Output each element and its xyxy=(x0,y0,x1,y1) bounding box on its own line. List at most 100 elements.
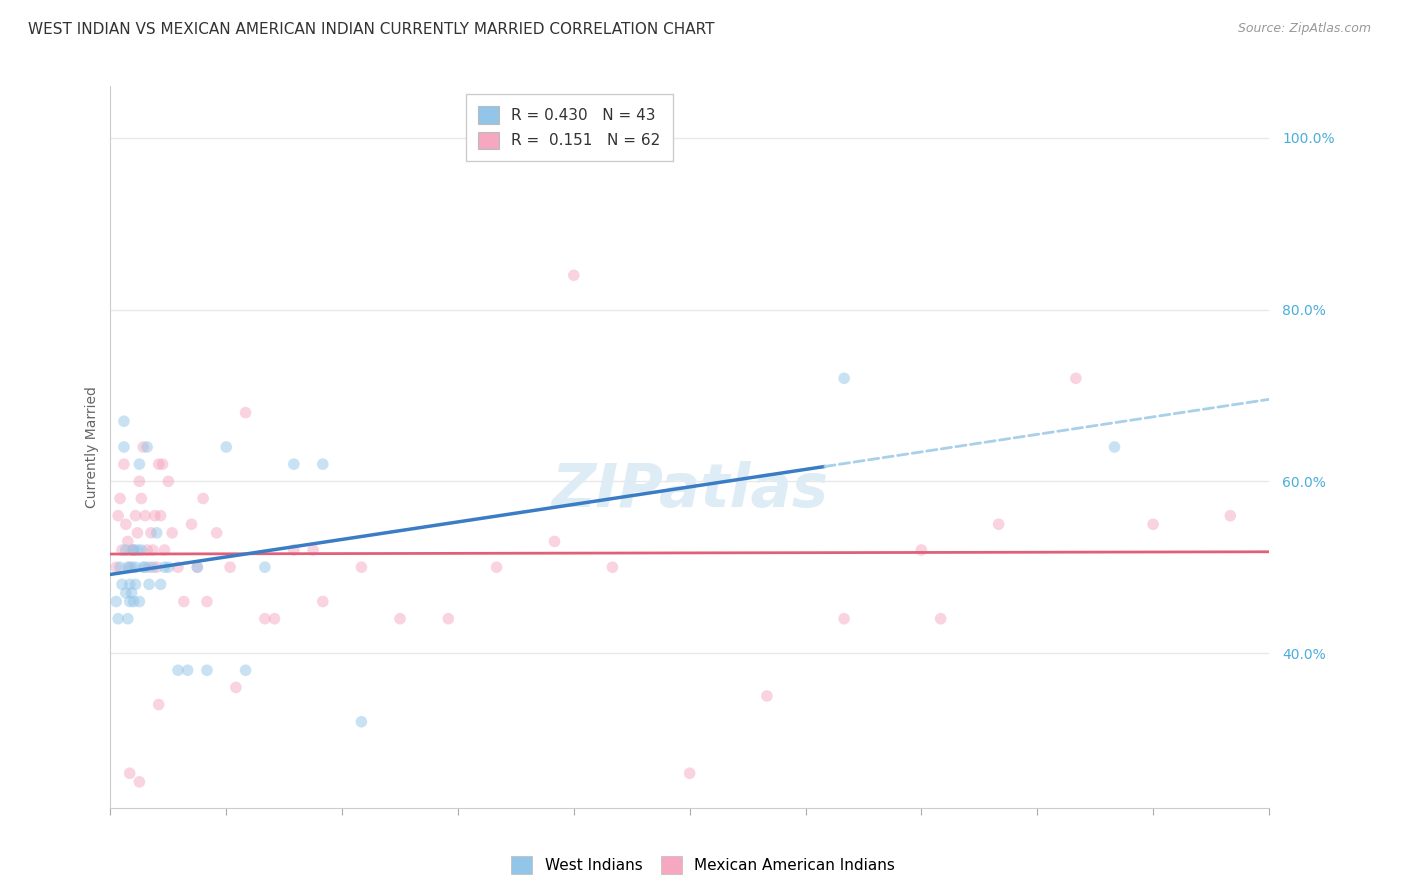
Point xyxy=(180,517,202,532)
Point xyxy=(437,612,460,626)
Legend: R = 0.430   N = 43, R =  0.151   N = 62: R = 0.430 N = 43, R = 0.151 N = 62 xyxy=(465,94,673,161)
Point xyxy=(112,457,135,471)
Point xyxy=(149,508,172,523)
Point xyxy=(136,440,159,454)
Point xyxy=(128,457,150,471)
Point xyxy=(122,543,145,558)
Point xyxy=(124,508,146,523)
Point xyxy=(832,612,855,626)
Point xyxy=(929,612,952,626)
Point xyxy=(1104,440,1126,454)
Point xyxy=(134,508,156,523)
Point xyxy=(160,525,183,540)
Legend: West Indians, Mexican American Indians: West Indians, Mexican American Indians xyxy=(505,850,901,880)
Point xyxy=(215,440,238,454)
Point xyxy=(121,586,143,600)
Point xyxy=(153,543,176,558)
Point xyxy=(117,612,139,626)
Point xyxy=(312,457,335,471)
Point xyxy=(195,594,218,608)
Point xyxy=(124,577,146,591)
Point xyxy=(350,714,373,729)
Point xyxy=(149,577,172,591)
Point xyxy=(186,560,208,574)
Point xyxy=(145,560,167,574)
Point xyxy=(148,457,170,471)
Point xyxy=(111,577,134,591)
Point xyxy=(283,457,305,471)
Point xyxy=(910,543,932,558)
Point xyxy=(118,560,141,574)
Point xyxy=(115,586,138,600)
Point xyxy=(121,543,143,558)
Point xyxy=(122,594,145,608)
Point xyxy=(143,508,166,523)
Point xyxy=(157,560,180,574)
Point xyxy=(173,594,195,608)
Point xyxy=(122,543,145,558)
Point xyxy=(128,775,150,789)
Point xyxy=(117,534,139,549)
Point xyxy=(312,594,335,608)
Point xyxy=(107,612,129,626)
Point xyxy=(205,525,228,540)
Point xyxy=(128,475,150,489)
Point xyxy=(112,440,135,454)
Point xyxy=(602,560,624,574)
Text: WEST INDIAN VS MEXICAN AMERICAN INDIAN CURRENTLY MARRIED CORRELATION CHART: WEST INDIAN VS MEXICAN AMERICAN INDIAN C… xyxy=(28,22,714,37)
Point xyxy=(138,577,160,591)
Point xyxy=(118,577,141,591)
Point xyxy=(139,525,162,540)
Point xyxy=(105,560,128,574)
Point xyxy=(142,543,165,558)
Point xyxy=(157,475,180,489)
Point xyxy=(543,534,565,549)
Point xyxy=(112,414,135,428)
Point xyxy=(225,681,247,695)
Point xyxy=(128,594,150,608)
Point xyxy=(127,525,149,540)
Point xyxy=(124,560,146,574)
Point xyxy=(108,491,131,506)
Point xyxy=(219,560,242,574)
Y-axis label: Currently Married: Currently Married xyxy=(86,386,100,508)
Point xyxy=(679,766,702,780)
Point xyxy=(263,612,285,626)
Point xyxy=(132,560,155,574)
Point xyxy=(152,457,174,471)
Point xyxy=(145,525,167,540)
Point xyxy=(389,612,412,626)
Point xyxy=(755,689,778,703)
Point xyxy=(115,517,138,532)
Point xyxy=(1219,508,1241,523)
Point xyxy=(195,663,218,677)
Point xyxy=(235,406,257,420)
Point xyxy=(118,594,141,608)
Point xyxy=(186,560,208,574)
Point xyxy=(153,560,176,574)
Text: ZIPatlas: ZIPatlas xyxy=(551,461,828,520)
Point xyxy=(138,560,160,574)
Point xyxy=(253,560,276,574)
Point xyxy=(148,698,170,712)
Point xyxy=(253,612,276,626)
Point xyxy=(132,440,155,454)
Point xyxy=(134,560,156,574)
Point xyxy=(136,543,159,558)
Point xyxy=(235,663,257,677)
Point xyxy=(485,560,508,574)
Point xyxy=(131,543,153,558)
Point xyxy=(1064,371,1087,385)
Point xyxy=(562,268,585,283)
Point xyxy=(121,560,143,574)
Point xyxy=(127,543,149,558)
Point xyxy=(111,543,134,558)
Point xyxy=(118,766,141,780)
Point xyxy=(191,491,214,506)
Point xyxy=(987,517,1010,532)
Point xyxy=(107,508,129,523)
Point xyxy=(1142,517,1164,532)
Point xyxy=(108,560,131,574)
Point xyxy=(105,594,128,608)
Point xyxy=(283,543,305,558)
